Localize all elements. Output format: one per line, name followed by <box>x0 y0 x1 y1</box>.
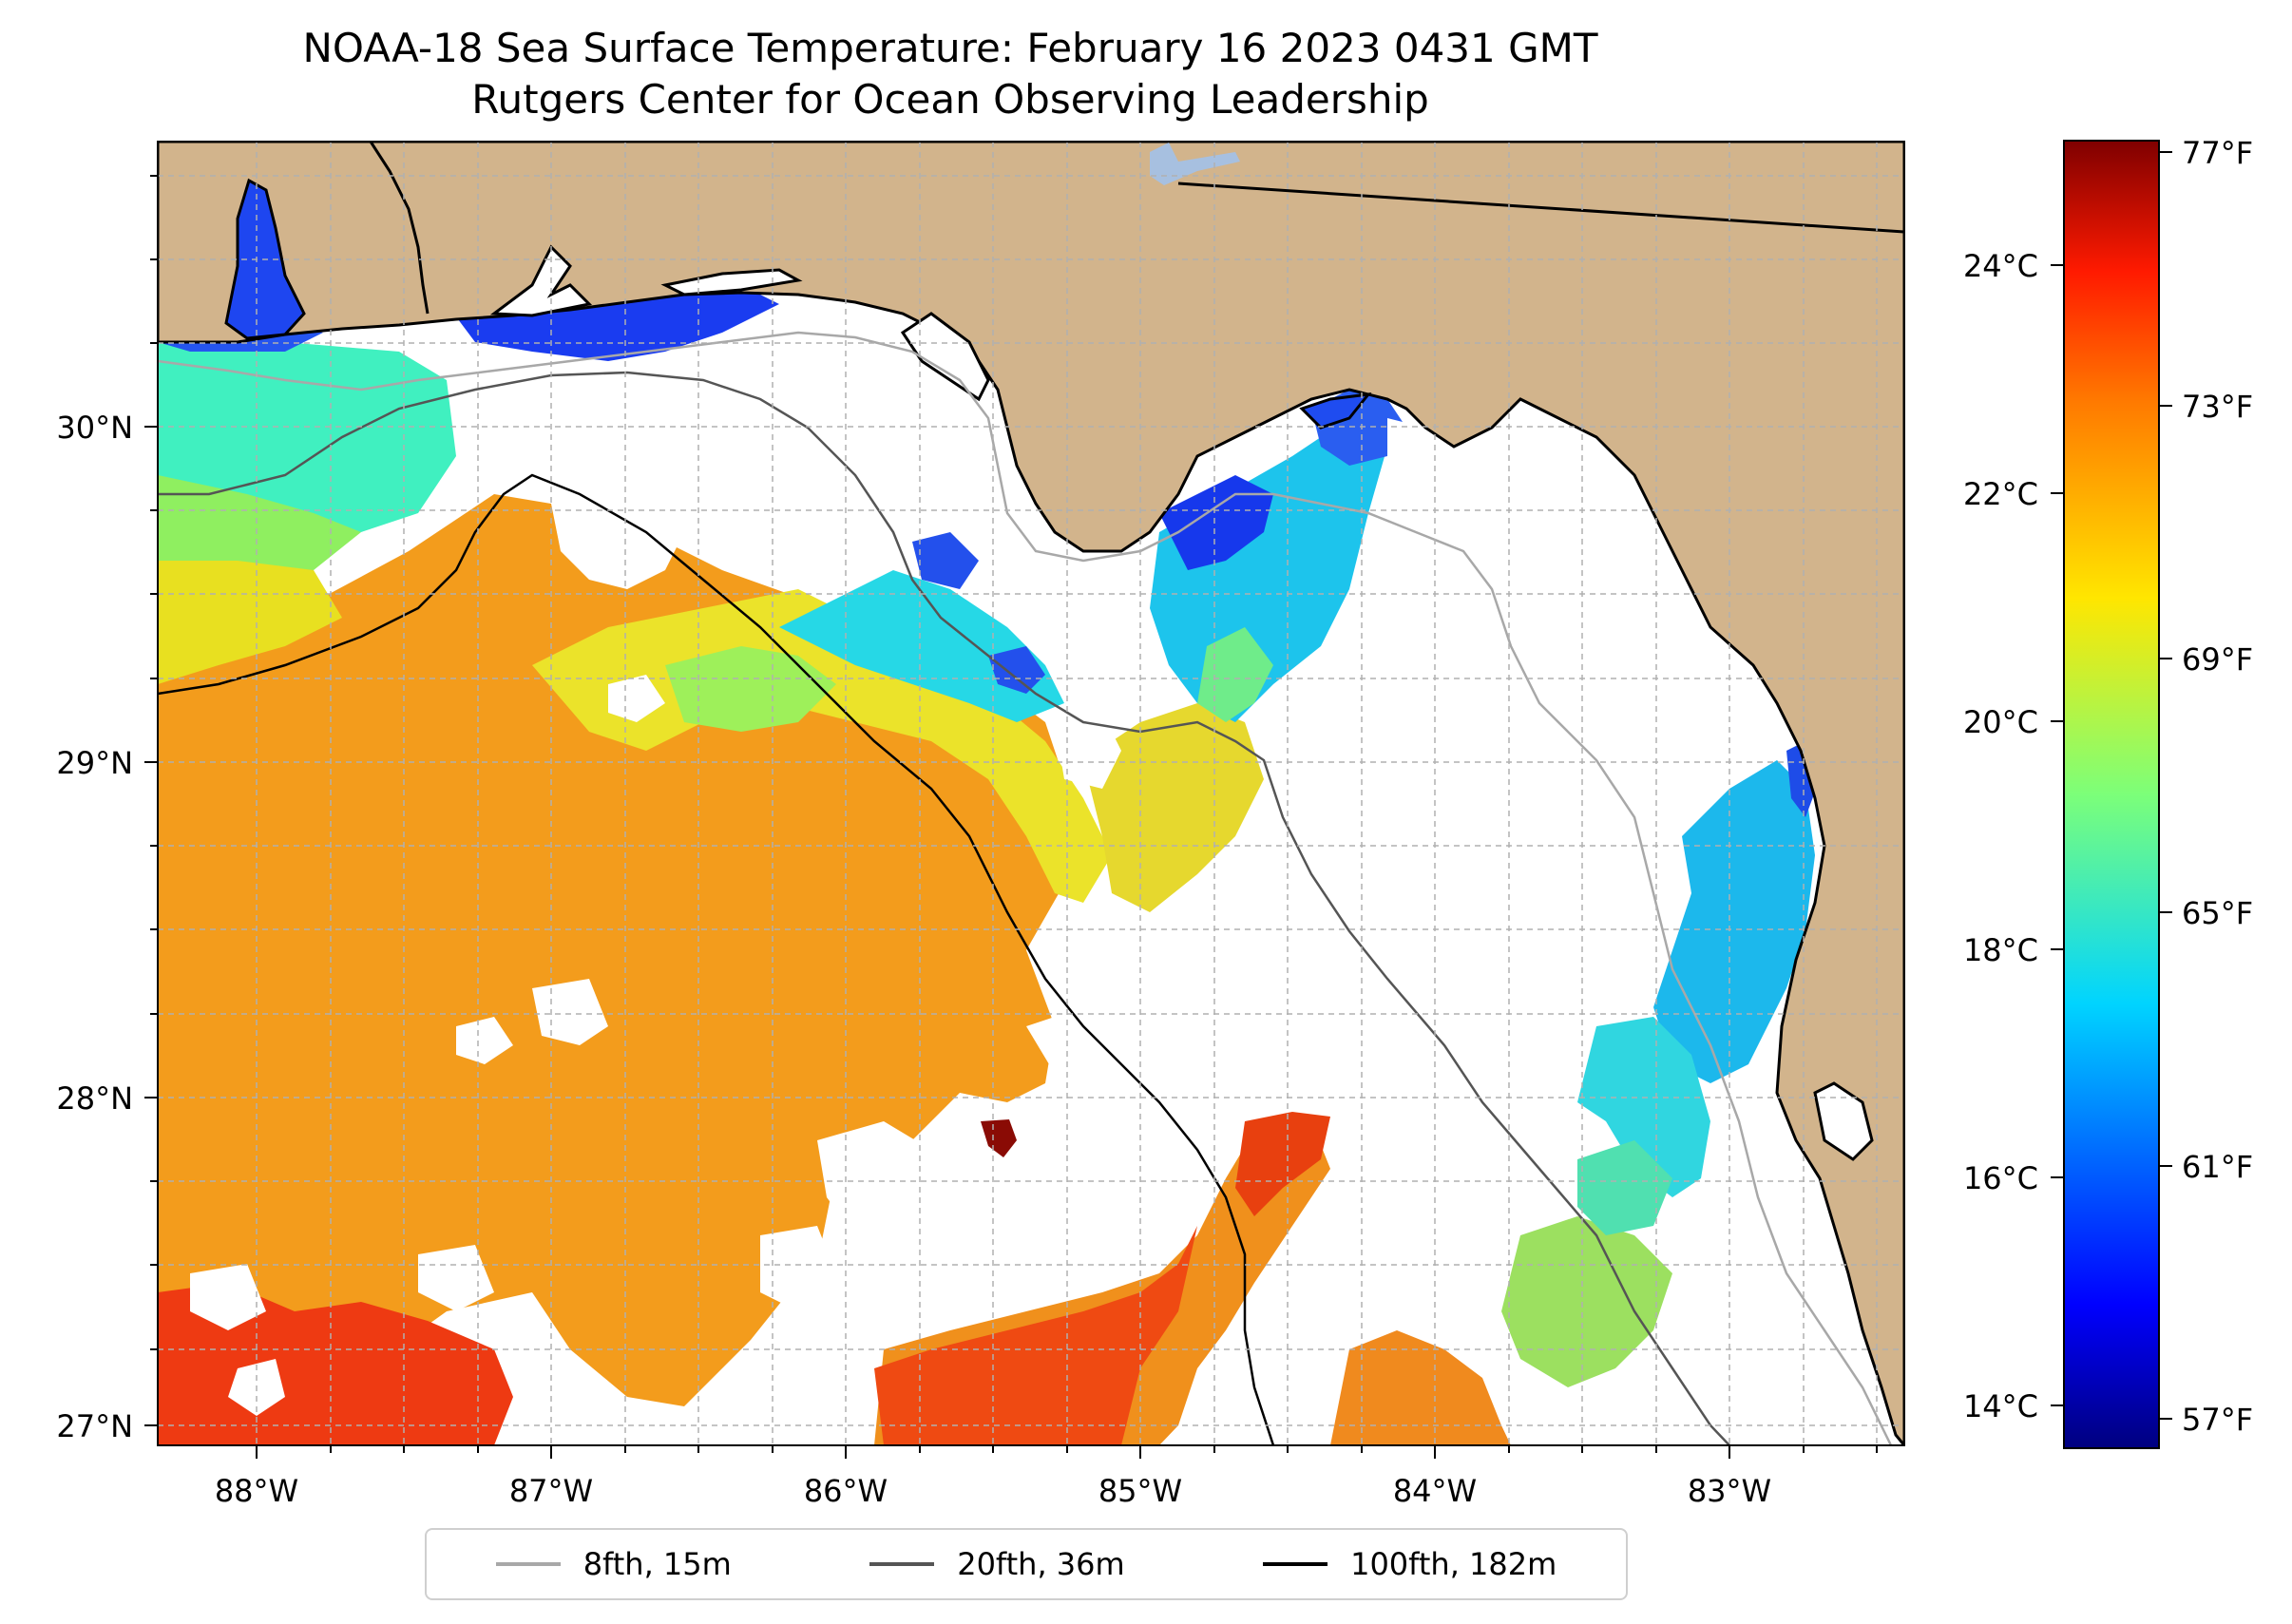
colorbar-c-18: 18°C <box>1963 932 2038 968</box>
sst-green-west <box>158 475 361 570</box>
lat-label-28n: 28°N <box>56 1080 133 1117</box>
sst-hot-patch <box>1235 1112 1330 1216</box>
sst-cyan-far-se <box>1577 1140 1672 1235</box>
colorbar-c-16: 16°C <box>1963 1160 2038 1196</box>
colorbar-f-77: 77°F <box>2182 135 2253 171</box>
lat-label-29n: 29°N <box>56 745 133 781</box>
sst-warm-southeast <box>1330 1330 1511 1445</box>
lat-label-27n: 27°N <box>56 1408 133 1444</box>
lat-label-30n: 30°N <box>56 410 133 446</box>
map-subtitle: Rutgers Center for Ocean Observing Leade… <box>471 76 1429 123</box>
sst-green-southeast <box>1501 1216 1672 1387</box>
sst-green-central <box>665 646 836 732</box>
colorbar-c-14: 14°C <box>1963 1388 2038 1424</box>
state-border-west <box>369 142 430 315</box>
colorbar-f-61: 61°F <box>2182 1149 2253 1185</box>
apalachee-bay-water <box>1299 392 1372 430</box>
map-frame <box>157 141 1905 1446</box>
legend-label-100fth: 100fth, 182m <box>1350 1546 1557 1582</box>
sst-cyan-east <box>1653 760 1815 1083</box>
lon-label-84w: 84°W <box>1393 1473 1477 1509</box>
colorbar-f-73: 73°F <box>2182 389 2253 425</box>
map-title: NOAA-18 Sea Surface Temperature: Februar… <box>302 25 1598 71</box>
colorbar-c-20: 20°C <box>1963 704 2038 740</box>
sst-cyan-central <box>779 570 1064 722</box>
lake-water <box>1150 143 1240 185</box>
cloud-mask <box>190 418 1425 1416</box>
sst-hottest-spot <box>981 1119 1017 1157</box>
isobath-legend: 8fth, 15m 20fth, 36m 100fth, 182m <box>425 1528 1628 1600</box>
sst-hot-south <box>874 1226 1197 1445</box>
lon-label-85w: 85°W <box>1098 1473 1182 1509</box>
isobath-8fth <box>158 331 1893 1445</box>
legend-swatch-100fth <box>1263 1562 1328 1566</box>
colorbar <box>2063 140 2160 1449</box>
legend-swatch-20fth <box>869 1562 935 1566</box>
legend-item-100fth: 100fth, 182m <box>1263 1546 1557 1582</box>
colorbar-f-57: 57°F <box>2182 1402 2253 1438</box>
state-border <box>1177 182 1904 234</box>
st-andrews-bay-water <box>900 312 990 402</box>
axis-ticks <box>144 175 1878 1459</box>
legend-item-8fth: 8fth, 15m <box>495 1546 732 1582</box>
legend-swatch-8fth <box>495 1562 561 1566</box>
lon-label-86w: 86°W <box>804 1473 888 1509</box>
sst-warm-region <box>158 494 1074 1406</box>
sst-cyan-southeast <box>1577 1017 1710 1197</box>
colorbar-c-22: 22°C <box>1963 476 2038 512</box>
legend-label-20fth: 20fth, 36m <box>957 1546 1125 1582</box>
legend-label-8fth: 8fth, 15m <box>583 1546 732 1582</box>
lon-label-87w: 87°W <box>509 1473 593 1509</box>
sst-green-bigbend <box>1197 627 1273 722</box>
colorbar-c-24: 24°C <box>1963 248 2038 284</box>
colorbar-f-69: 69°F <box>2182 641 2253 678</box>
sst-blue-apalachicola <box>1159 475 1273 570</box>
sst-yellow-east <box>1083 703 1264 912</box>
lon-label-88w: 88°W <box>215 1473 298 1509</box>
colorbar-f-65: 65°F <box>2182 895 2253 931</box>
colorbar-ticks <box>2051 151 2172 1420</box>
sst-map <box>158 142 1904 1445</box>
lon-label-83w: 83°W <box>1688 1473 1771 1509</box>
tampa-bay-water <box>1813 1081 1874 1161</box>
isobath-100fth <box>158 473 1275 1445</box>
sst-blue-central <box>912 532 1045 694</box>
isobath-20fth <box>158 371 1730 1445</box>
graticule <box>158 142 1904 1445</box>
legend-item-20fth: 20fth, 36m <box>869 1546 1125 1582</box>
